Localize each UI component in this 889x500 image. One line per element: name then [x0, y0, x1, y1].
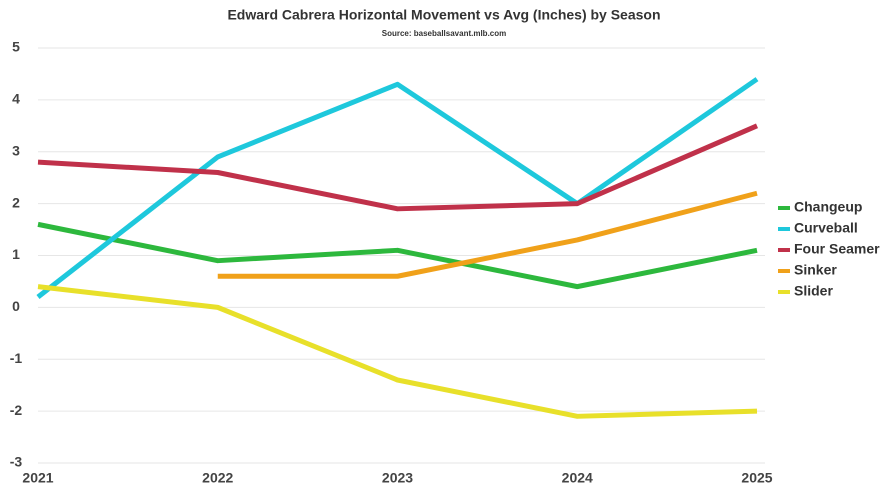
legend-label: Curveball [794, 220, 858, 236]
x-tick-label: 2024 [562, 470, 593, 486]
y-tick-label: 2 [12, 194, 20, 210]
legend-label: Changeup [794, 199, 862, 215]
x-tick-label: 2022 [202, 470, 233, 486]
x-tick-label: 2023 [382, 470, 413, 486]
series-line [37, 221, 758, 290]
y-tick-label: 0 [12, 298, 20, 314]
x-tick-label: 2025 [741, 470, 772, 486]
series-line [36, 77, 759, 299]
series-line [37, 123, 758, 212]
legend-label: Four Seamer [794, 241, 880, 257]
chart-title: Edward Cabrera Horizontal Movement vs Av… [227, 7, 660, 23]
y-tick-label: -3 [10, 454, 23, 470]
chart-subtitle: Source: baseballsavant.mlb.com [382, 29, 507, 38]
y-tick-label: -1 [10, 350, 23, 366]
y-tick-label: 3 [12, 142, 20, 158]
legend-label: Sinker [794, 262, 837, 278]
series-line [37, 284, 758, 419]
y-tick-label: 1 [12, 246, 20, 262]
x-tick-label: 2021 [22, 470, 53, 486]
series-line [217, 190, 758, 279]
y-tick-label: 5 [12, 39, 20, 55]
y-tick-label: 4 [12, 91, 20, 107]
y-tick-label: -2 [10, 402, 23, 418]
legend-label: Slider [794, 283, 833, 299]
